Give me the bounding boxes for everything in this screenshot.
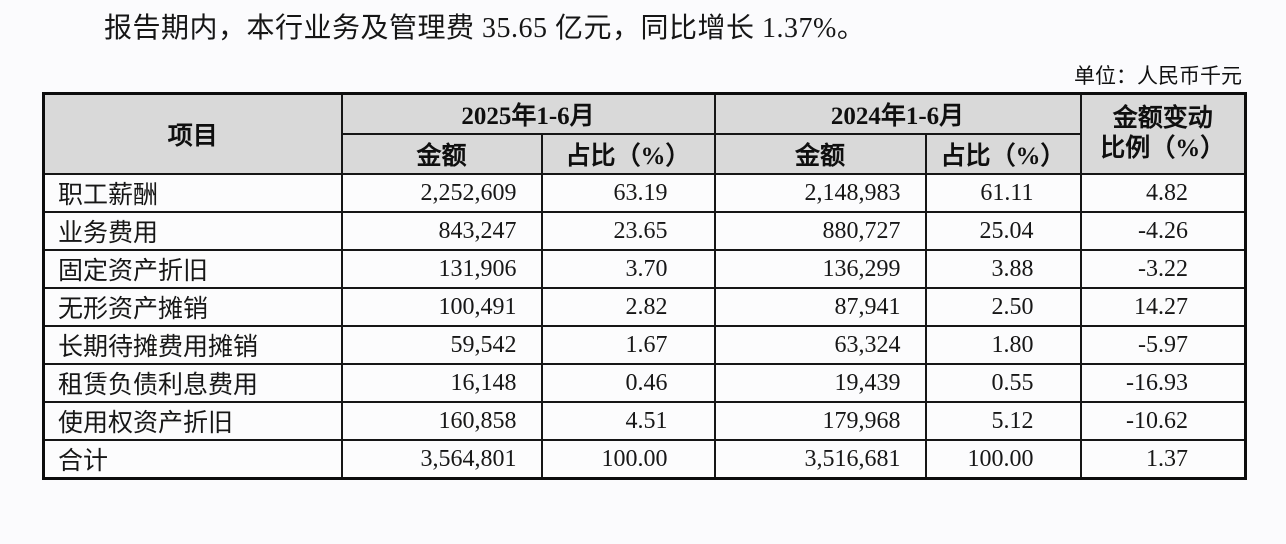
cell-ratio-2025: 3.70 bbox=[540, 249, 716, 289]
cell-change: 14.27 bbox=[1079, 287, 1247, 327]
table-row: 固定资产折旧 131,906 3.70 136,299 3.88 -3.22 bbox=[42, 249, 1247, 289]
cell-ratio-2024: 100.00 bbox=[924, 439, 1082, 480]
cell-amount-2025: 2,252,609 bbox=[340, 173, 543, 213]
cell-item: 长期待摊费用摊销 bbox=[42, 325, 343, 365]
table-body: 职工薪酬 2,252,609 63.19 2,148,983 61.11 4.82 业务费用… bbox=[42, 173, 1247, 480]
cell-change: -4.26 bbox=[1079, 211, 1247, 251]
cell-change: -16.93 bbox=[1079, 363, 1247, 403]
header-amount-2024: 金额 bbox=[713, 133, 927, 175]
cell-amount-2025: 100,491 bbox=[340, 287, 543, 327]
cell-change: 4.82 bbox=[1079, 173, 1247, 213]
cell-ratio-2024: 0.55 bbox=[924, 363, 1082, 403]
header-amount-2025: 金额 bbox=[340, 133, 543, 175]
table-header: 项目 2025年1-6月 2024年1-6月 金额变动 比例（%） 金额 占比（… bbox=[42, 92, 1247, 175]
cell-amount-2025: 3,564,801 bbox=[340, 439, 543, 480]
header-period-2024: 2024年1-6月 bbox=[713, 92, 1082, 135]
cell-item: 使用权资产折旧 bbox=[42, 401, 343, 441]
expense-table: 项目 2025年1-6月 2024年1-6月 金额变动 比例（%） 金额 占比（… bbox=[42, 92, 1248, 480]
cell-ratio-2024: 3.88 bbox=[924, 249, 1082, 289]
table-row: 长期待摊费用摊销 59,542 1.67 63,324 1.80 -5.97 bbox=[42, 325, 1247, 365]
intro-paragraph: 报告期内，本行业务及管理费 35.65 亿元，同比增长 1.37%。 bbox=[104, 13, 866, 44]
table-row: 业务费用 843,247 23.65 880,727 25.04 -4.26 bbox=[42, 211, 1247, 251]
table-row: 使用权资产折旧 160,858 4.51 179,968 5.12 -10.62 bbox=[42, 401, 1247, 441]
report-page: 报告期内，本行业务及管理费 35.65 亿元，同比增长 1.37%。 单位：人民… bbox=[0, 12, 1286, 480]
cell-change: -5.97 bbox=[1079, 325, 1247, 365]
cell-item: 业务费用 bbox=[42, 211, 343, 251]
cell-item: 无形资产摊销 bbox=[42, 287, 343, 327]
header-ratio-2024: 占比（%） bbox=[924, 133, 1082, 175]
cell-ratio-2024: 5.12 bbox=[924, 401, 1082, 441]
cell-amount-2024: 87,941 bbox=[713, 287, 927, 327]
cell-amount-2025: 59,542 bbox=[340, 325, 543, 365]
cell-ratio-2025: 2.82 bbox=[540, 287, 716, 327]
cell-change: -10.62 bbox=[1079, 401, 1247, 441]
unit-label: 单位：人民币千元 bbox=[1074, 64, 1242, 88]
cell-amount-2025: 131,906 bbox=[340, 249, 543, 289]
header-change-line1: 金额变动 bbox=[1112, 105, 1213, 132]
cell-item: 职工薪酬 bbox=[42, 173, 343, 213]
header-row-1: 项目 2025年1-6月 2024年1-6月 金额变动 比例（%） bbox=[42, 92, 1247, 175]
cell-amount-2024: 2,148,983 bbox=[713, 173, 927, 213]
header-period-2025: 2025年1-6月 bbox=[340, 92, 716, 135]
cell-amount-2025: 160,858 bbox=[340, 401, 543, 441]
header-ratio-2025: 占比（%） bbox=[540, 133, 716, 175]
cell-ratio-2024: 1.80 bbox=[924, 325, 1082, 365]
cell-item: 固定资产折旧 bbox=[42, 249, 343, 289]
cell-amount-2024: 63,324 bbox=[713, 325, 927, 365]
header-row-2: 金额 占比（%） 金额 占比（%） bbox=[44, 133, 1246, 175]
table-row: 职工薪酬 2,252,609 63.19 2,148,983 61.11 4.82 bbox=[42, 173, 1247, 213]
cell-amount-2024: 136,299 bbox=[713, 249, 927, 289]
header-change-ratio: 金额变动 比例（%） bbox=[1079, 92, 1247, 175]
cell-change: -3.22 bbox=[1079, 249, 1247, 289]
cell-amount-2024: 19,439 bbox=[713, 363, 927, 403]
header-change-line2: 比例（%） bbox=[1100, 135, 1226, 162]
cell-ratio-2024: 61.11 bbox=[924, 173, 1082, 213]
cell-amount-2024: 3,516,681 bbox=[713, 439, 927, 480]
cell-ratio-2025: 1.67 bbox=[540, 325, 716, 365]
cell-ratio-2025: 63.19 bbox=[540, 173, 716, 213]
cell-change: 1.37 bbox=[1079, 439, 1247, 480]
cell-item: 合计 bbox=[42, 439, 343, 480]
cell-ratio-2024: 25.04 bbox=[924, 211, 1082, 251]
cell-amount-2024: 179,968 bbox=[713, 401, 927, 441]
cell-ratio-2024: 2.50 bbox=[924, 287, 1082, 327]
header-item: 项目 bbox=[42, 92, 343, 175]
cell-ratio-2025: 4.51 bbox=[540, 401, 716, 441]
table-row: 租赁负债利息费用 16,148 0.46 19,439 0.55 -16.93 bbox=[42, 363, 1247, 403]
cell-amount-2024: 880,727 bbox=[713, 211, 927, 251]
table-row: 合计 3,564,801 100.00 3,516,681 100.00 1.37 bbox=[42, 439, 1247, 480]
cell-item: 租赁负债利息费用 bbox=[42, 363, 343, 403]
cell-amount-2025: 843,247 bbox=[340, 211, 543, 251]
cell-ratio-2025: 0.46 bbox=[540, 363, 716, 403]
cell-ratio-2025: 23.65 bbox=[540, 211, 716, 251]
table-row: 无形资产摊销 100,491 2.82 87,941 2.50 14.27 bbox=[42, 287, 1247, 327]
cell-ratio-2025: 100.00 bbox=[540, 439, 716, 480]
cell-amount-2025: 16,148 bbox=[340, 363, 543, 403]
